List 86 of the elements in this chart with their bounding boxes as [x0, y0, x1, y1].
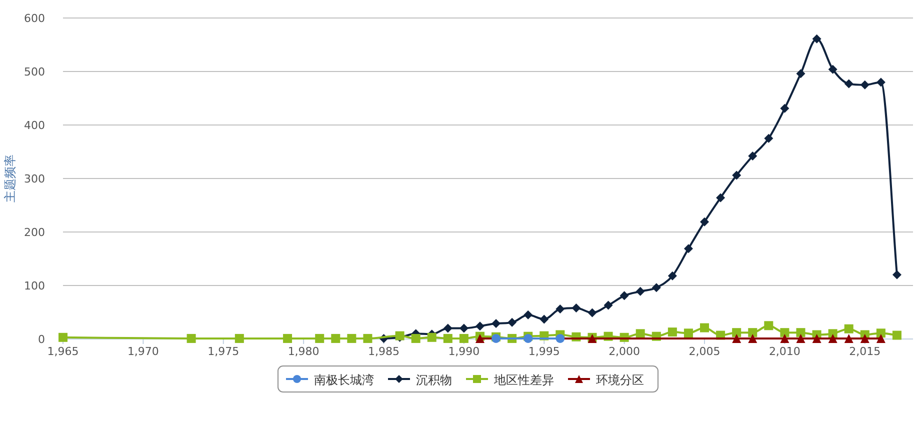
- point: [475, 322, 484, 331]
- legend-label: 沉积物: [416, 373, 452, 387]
- point: [796, 69, 806, 78]
- point: [411, 334, 420, 343]
- point: [459, 324, 468, 333]
- point: [363, 334, 372, 343]
- point: [636, 329, 645, 338]
- point: [748, 334, 758, 343]
- x-tick-label: 2,015: [849, 345, 881, 358]
- point: [652, 283, 661, 292]
- y-tick-label: 600: [24, 12, 45, 25]
- point: [604, 300, 613, 310]
- point: [700, 217, 710, 226]
- point: [459, 334, 468, 343]
- point: [556, 304, 565, 314]
- point: [556, 334, 565, 343]
- point: [828, 64, 838, 74]
- point: [540, 314, 549, 324]
- point: [828, 334, 838, 343]
- point: [748, 328, 758, 338]
- point: [732, 170, 742, 180]
- x-tick-label: 1,985: [368, 345, 400, 358]
- point: [427, 332, 436, 342]
- point: [732, 328, 742, 338]
- x-tick-label: 1,965: [47, 345, 79, 358]
- point: [347, 334, 356, 343]
- point: [668, 271, 677, 280]
- legend-label: 地区性差异: [493, 373, 554, 387]
- point: [764, 134, 774, 143]
- y-tick-label: 400: [24, 119, 45, 132]
- point: [283, 334, 292, 343]
- point: [812, 34, 822, 44]
- x-tick-label: 1,995: [528, 345, 560, 358]
- point: [876, 78, 886, 87]
- point: [572, 303, 581, 312]
- point: [668, 328, 677, 337]
- point: [331, 334, 340, 343]
- point: [892, 330, 902, 340]
- y-tick-label: 300: [24, 172, 45, 186]
- point: [443, 334, 452, 343]
- x-tick-label: 1,970: [127, 345, 159, 358]
- legend-label: 南极长城湾: [314, 373, 374, 387]
- point: [508, 318, 517, 327]
- point: [844, 79, 854, 88]
- point: [58, 332, 68, 342]
- point: [780, 334, 790, 343]
- x-tick-label: 2,010: [768, 345, 800, 358]
- point: [876, 328, 886, 338]
- point: [844, 334, 854, 343]
- point: [812, 334, 822, 343]
- point: [796, 334, 806, 343]
- point: [748, 152, 758, 161]
- y-tick-label: 200: [24, 226, 45, 239]
- point: [860, 334, 870, 343]
- point: [892, 270, 902, 280]
- point: [524, 310, 533, 320]
- x-tick-label: 1,990: [448, 345, 480, 358]
- point: [588, 308, 597, 318]
- point: [234, 334, 244, 343]
- y-tick-label: 100: [24, 280, 45, 292]
- point: [860, 80, 870, 90]
- point: [764, 321, 774, 330]
- y-tick-label: 0: [38, 333, 45, 346]
- x-tick-label: 2,005: [688, 345, 720, 358]
- point: [186, 334, 196, 343]
- x-tick-label: 2,000: [608, 345, 640, 358]
- y-tick-label: 500: [24, 66, 45, 78]
- legend-label: 环境分区: [596, 373, 644, 387]
- point: [716, 193, 726, 202]
- point: [636, 286, 645, 296]
- point: [443, 324, 452, 333]
- point: [796, 328, 806, 338]
- point: [700, 323, 710, 332]
- point: [844, 324, 854, 334]
- point: [732, 334, 742, 343]
- x-tick-label: 1,980: [288, 345, 320, 358]
- point: [315, 334, 324, 343]
- point: [684, 244, 693, 254]
- point: [492, 318, 501, 328]
- point: [684, 328, 693, 338]
- point: [780, 328, 790, 338]
- x-tick-label: 1,975: [208, 345, 240, 358]
- point: [780, 104, 790, 113]
- y-axis-title: 主题频率: [3, 154, 17, 202]
- point: [620, 291, 629, 300]
- point: [876, 334, 886, 343]
